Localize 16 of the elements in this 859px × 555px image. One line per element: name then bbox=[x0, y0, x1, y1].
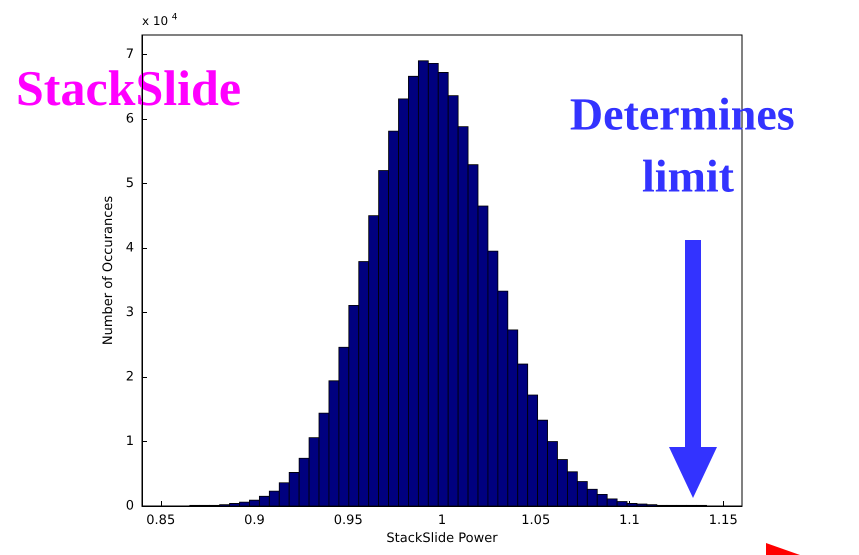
y-tick-label: 7 bbox=[126, 46, 134, 62]
y-axis-title: Number of Occurances bbox=[100, 196, 116, 346]
y-tick-label: 5 bbox=[126, 176, 134, 191]
x-tick-label: 0.95 bbox=[334, 513, 363, 528]
x-tick-label: 1.1 bbox=[619, 513, 640, 528]
y-tick-label: 3 bbox=[126, 304, 134, 320]
y-tick-label: 0 bbox=[126, 498, 134, 514]
x-tick-label: 0.9 bbox=[244, 513, 265, 528]
x-tick-label: 1.05 bbox=[521, 513, 550, 528]
y-tick-label: 2 bbox=[126, 369, 134, 384]
x-axis-title: StackSlide Power bbox=[386, 531, 498, 546]
y-tick-label: 1 bbox=[126, 434, 134, 449]
x-tick-label: 1 bbox=[438, 513, 446, 528]
x-tick-label: 1.15 bbox=[708, 513, 738, 528]
y-tick-label: 4 bbox=[126, 240, 134, 256]
x-tick-label: 0.85 bbox=[146, 513, 176, 528]
